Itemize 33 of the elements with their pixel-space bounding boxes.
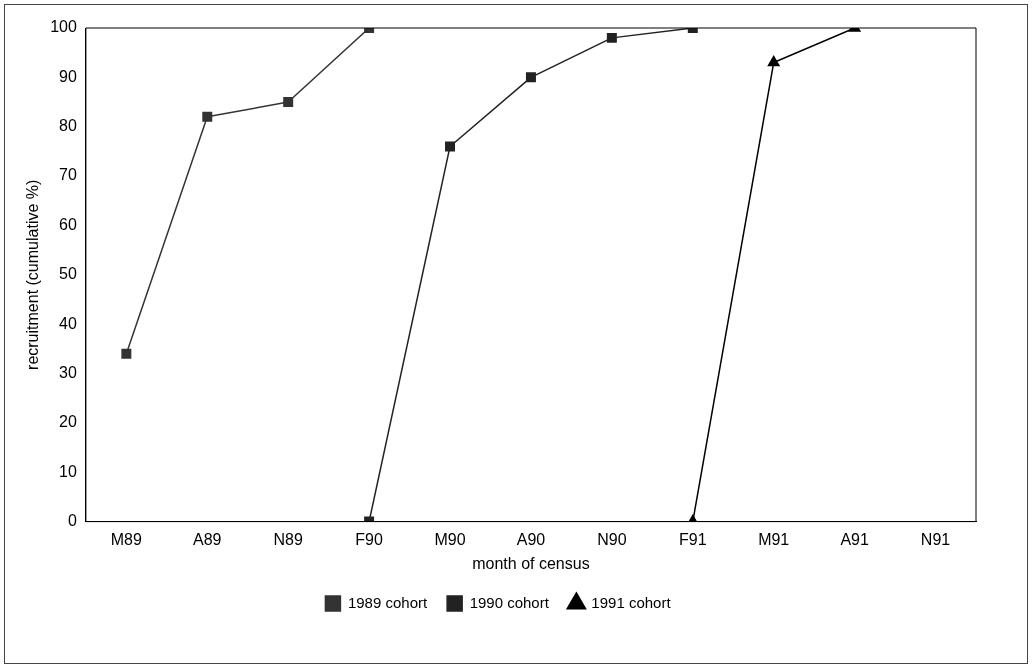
point: [202, 111, 213, 122]
y-tick-label: 90: [59, 67, 77, 85]
y-tick-label: 40: [59, 314, 77, 332]
legend-label: 1990 cohort: [469, 593, 550, 611]
y-tick-label: 50: [59, 265, 77, 283]
legend-label: 1989 cohort: [347, 593, 428, 611]
x-tick-label: A91: [840, 530, 869, 548]
y-tick-label: 60: [59, 215, 77, 233]
y-tick-label: 80: [59, 117, 77, 135]
x-tick-label: A89: [193, 530, 222, 548]
point: [283, 97, 294, 108]
y-tick-label: 10: [59, 462, 77, 480]
y-tick-label: 100: [50, 18, 77, 36]
x-axis-title: month of census: [472, 554, 590, 572]
y-tick-label: 30: [59, 363, 77, 381]
point: [525, 72, 536, 83]
x-tick-label: N89: [273, 530, 303, 548]
legend-label: 1991 cohort: [591, 593, 672, 611]
x-tick-label: M91: [758, 530, 790, 548]
y-axis-title: recruitment (cumulative %): [24, 179, 42, 370]
x-tick-label: N90: [597, 530, 627, 548]
point: [121, 348, 132, 359]
point: [606, 32, 617, 43]
y-tick-label: 70: [59, 166, 77, 184]
x-tick-label: A90: [516, 530, 546, 548]
x-tick-label: M89: [110, 530, 143, 548]
point: [445, 141, 456, 152]
x-tick-label: F91: [679, 530, 707, 548]
y-tick-label: 20: [59, 413, 77, 431]
x-tick-label: M90: [434, 530, 466, 548]
y-tick-label: 0: [67, 512, 77, 530]
x-tick-label: F90: [355, 530, 383, 548]
x-tick-label: N91: [920, 530, 951, 548]
